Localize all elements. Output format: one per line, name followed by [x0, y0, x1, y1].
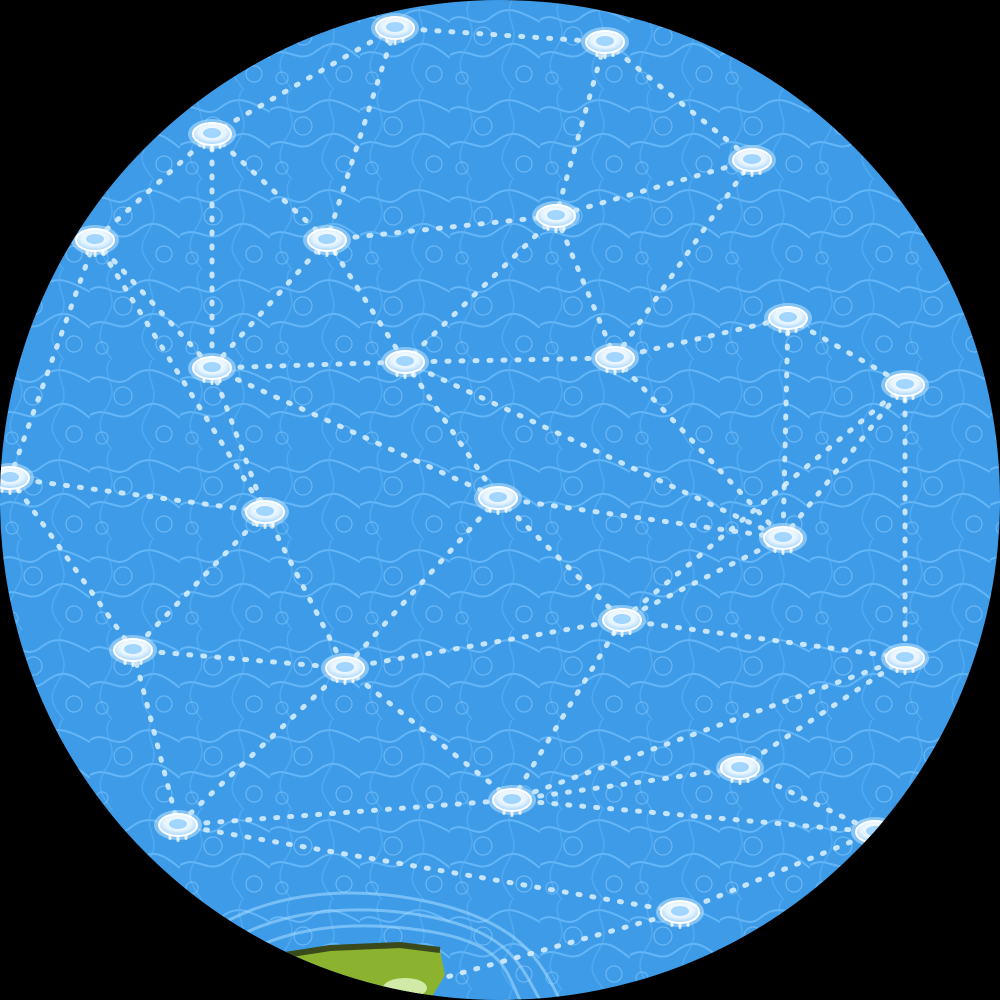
path-segment [209, 237, 330, 371]
path-segment [612, 315, 791, 361]
path-segment [130, 647, 181, 828]
path-segment [553, 213, 618, 361]
water-node-icon[interactable] [881, 643, 929, 675]
path-segment [92, 237, 215, 371]
water-node-icon[interactable] [321, 653, 369, 685]
path-segment [495, 495, 625, 623]
path-segment [209, 365, 501, 501]
water-node-icon[interactable] [371, 13, 419, 45]
path-segment [92, 237, 268, 515]
path-segment [209, 359, 408, 371]
water-node-icon[interactable] [759, 523, 807, 555]
path-segment [780, 382, 908, 541]
water-node-icon[interactable] [188, 119, 236, 151]
water-node-icon[interactable] [591, 343, 639, 375]
path-segment [324, 237, 408, 365]
path-segment [780, 315, 791, 541]
path-segment [612, 355, 786, 541]
water-node-icon[interactable] [881, 370, 929, 402]
path-segment [342, 617, 625, 671]
path-segment [785, 315, 908, 388]
water-node-icon[interactable] [716, 753, 764, 785]
path-segment [509, 655, 908, 803]
path-segment [619, 535, 786, 623]
water-node-icon[interactable] [728, 145, 776, 177]
path-segment [397, 909, 683, 993]
water-node-icon[interactable] [71, 225, 119, 257]
path-segment [509, 765, 743, 803]
water-node-icon[interactable] [764, 303, 812, 335]
path-segment [342, 495, 501, 671]
path-segment [619, 617, 908, 661]
path-segment [130, 509, 268, 653]
water-node-icon[interactable] [303, 225, 351, 257]
path-segment [7, 237, 98, 481]
path-segment [324, 25, 398, 243]
water-node-icon[interactable] [241, 497, 289, 529]
path-segment [175, 797, 515, 828]
path-segment [7, 475, 268, 515]
path-segment [175, 822, 683, 915]
path-segment [402, 359, 501, 501]
water-node-icon[interactable] [109, 635, 157, 667]
water-node-icon[interactable] [598, 605, 646, 637]
path-segment [612, 157, 755, 361]
path-segment [92, 131, 215, 243]
water-node-icon[interactable] [532, 201, 580, 233]
water-node-icon[interactable] [488, 785, 536, 817]
path-segment [402, 359, 786, 541]
water-node-icon[interactable] [188, 353, 236, 385]
water-node-icon[interactable] [581, 27, 629, 59]
path-segment [209, 131, 330, 243]
path-segment [509, 797, 878, 835]
path-segment [495, 495, 786, 541]
path-segment [175, 665, 348, 828]
water-node-icon[interactable] [656, 897, 704, 929]
water-node-icon[interactable] [154, 810, 202, 842]
water-node-icon[interactable] [381, 347, 429, 379]
path-segment [324, 213, 559, 243]
path-segment [553, 157, 755, 219]
path-segment [737, 655, 908, 771]
path-segment [602, 39, 755, 163]
path-connections [7, 25, 908, 993]
path-segment [553, 39, 608, 219]
path-segment [262, 509, 348, 671]
path-segment [737, 765, 878, 835]
water-node-icon[interactable] [474, 483, 522, 515]
path-segment [619, 382, 908, 623]
path-segment [209, 365, 268, 515]
